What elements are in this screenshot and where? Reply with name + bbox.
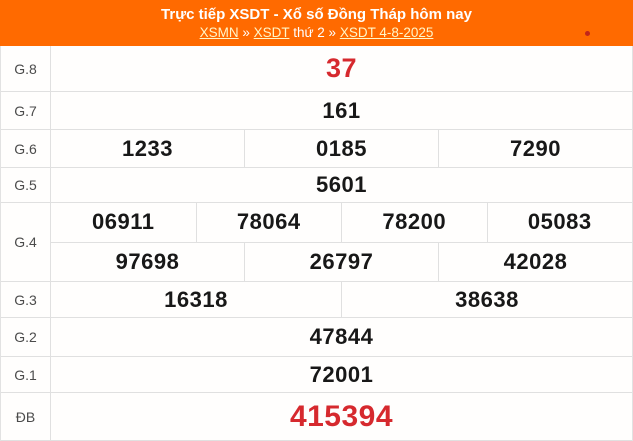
prize-number: 78200 <box>341 203 487 242</box>
prize-row-g8: G.8 37 <box>1 46 632 92</box>
prize-label-g5: G.5 <box>1 168 51 202</box>
prize-number: 0185 <box>244 130 438 167</box>
prize-row-db: ĐB 415394 <box>1 393 632 441</box>
prize-row-g2: G.2 47844 <box>1 318 632 357</box>
header: Trực tiếp XSDT - Xổ số Đồng Tháp hôm nay… <box>0 0 633 46</box>
breadcrumb-separator: » <box>328 25 337 40</box>
prize-row-g3: G.3 16318 38638 <box>1 282 632 318</box>
breadcrumb-link[interactable]: XSMN <box>199 25 239 40</box>
prize-label-g1: G.1 <box>1 357 51 392</box>
prize-number: 26797 <box>244 242 438 281</box>
prize-number: 415394 <box>289 399 394 433</box>
prize-number: 47844 <box>309 324 374 349</box>
prize-line: 16318 38638 <box>51 282 632 317</box>
prize-number: 7290 <box>438 130 632 167</box>
breadcrumb-text: thứ 2 <box>293 25 325 40</box>
prize-line: 37 <box>51 46 632 91</box>
page-title: Trực tiếp XSDT - Xổ số Đồng Tháp hôm nay <box>161 6 472 23</box>
prize-line: 415394 <box>51 393 632 440</box>
prize-number: 16318 <box>164 286 228 312</box>
prize-number: 97698 <box>115 248 180 274</box>
prize-number: 161 <box>322 97 361 123</box>
prize-numbers-g2: 47844 <box>51 318 632 356</box>
prize-number: 06911 <box>92 209 155 235</box>
breadcrumb-separator: » <box>242 25 250 40</box>
prize-numbers-g4: 06911 78064 78200 05083 97698 26797 42028 <box>51 203 632 281</box>
prize-numbers-g1: 72001 <box>51 357 632 392</box>
prize-line: 5601 <box>51 168 632 202</box>
prize-number: 42028 <box>438 242 632 281</box>
prize-number: 37 <box>325 53 358 83</box>
prize-number: 72001 <box>309 361 374 387</box>
prize-numbers-g8: 37 <box>51 46 632 91</box>
prize-number: 38638 <box>341 282 632 317</box>
prize-numbers-g7: 161 <box>51 92 632 129</box>
prize-row-g1: G.1 72001 <box>1 357 632 393</box>
prize-label-db: ĐB <box>1 393 51 440</box>
prize-row-g7: G.7 161 <box>1 92 632 130</box>
prize-number: 1233 <box>122 135 173 161</box>
prize-number: 78064 <box>195 203 342 242</box>
prize-label-g7: G.7 <box>1 92 51 129</box>
prize-label-g4: G.4 <box>1 203 51 281</box>
prize-numbers-db: 415394 <box>51 393 632 440</box>
prize-row-g6: G.6 1233 0185 7290 <box>1 130 632 168</box>
prize-numbers-g3: 16318 38638 <box>51 282 632 317</box>
prize-number: 05083 <box>486 203 633 242</box>
prize-numbers-g5: 5601 <box>51 168 632 202</box>
prize-line: 72001 <box>51 357 632 392</box>
prize-line: 1233 0185 7290 <box>51 130 632 167</box>
prize-label-g6: G.6 <box>1 130 51 167</box>
breadcrumb-link[interactable]: XSDT 4-8-2025 <box>339 25 434 40</box>
prize-label-g2: G.2 <box>1 318 51 356</box>
live-indicator-dot <box>585 31 590 36</box>
prize-line: 06911 78064 78200 05083 <box>51 203 632 242</box>
prize-line: 97698 26797 42028 <box>51 241 632 281</box>
breadcrumb-link[interactable]: XSDT <box>253 25 290 40</box>
prize-number: 5601 <box>316 172 367 197</box>
prize-numbers-g6: 1233 0185 7290 <box>51 130 632 167</box>
prize-results-table: G.8 37 G.7 161 G.6 1233 0185 7290 G.5 5601 G.4 0691… <box>0 46 633 441</box>
prize-line: 161 <box>51 92 632 129</box>
breadcrumb: XSMN » XSDT thứ 2 » XSDT 4-8-2025 <box>0 24 633 41</box>
prize-label-g8: G.8 <box>1 46 51 91</box>
prize-row-g5: G.5 5601 <box>1 168 632 203</box>
prize-label-g3: G.3 <box>1 282 51 317</box>
prize-line: 47844 <box>51 318 632 356</box>
prize-row-g4: G.4 06911 78064 78200 05083 97698 26797 42028 <box>1 203 632 282</box>
